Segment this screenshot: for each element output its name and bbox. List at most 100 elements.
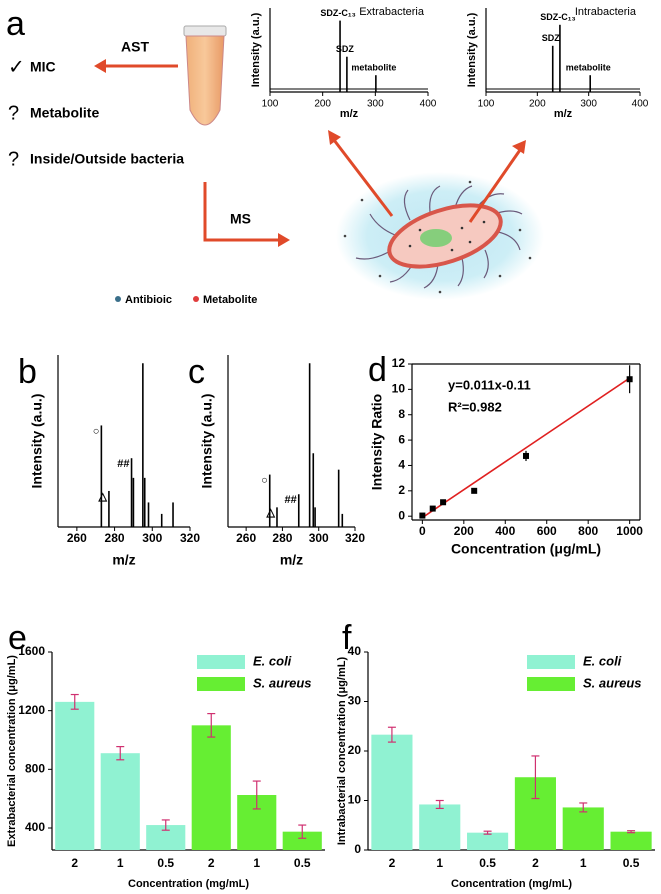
point	[523, 452, 529, 459]
y-tick-label: 400	[25, 820, 45, 834]
peak-label: △	[97, 491, 107, 503]
chart-title: Intrabacteria	[575, 6, 637, 18]
peak-label: SDZ-C₁₃	[540, 12, 575, 22]
x-tick-label: 600	[537, 524, 557, 538]
point	[429, 505, 436, 512]
point	[471, 487, 478, 494]
check-mark: ✓	[8, 56, 25, 78]
x-axis-label: m/z	[280, 552, 303, 568]
y-axis-label: Intensity (a.u.)	[466, 12, 478, 87]
panel-label: e	[8, 619, 27, 657]
x-tick-label: 400	[632, 99, 649, 110]
y-axis-label: Intensity (a.u.)	[199, 394, 215, 489]
x-tick-label: 0.5	[157, 856, 174, 870]
x-tick-label: 260	[67, 531, 87, 545]
fit-line	[421, 377, 631, 519]
bar	[282, 831, 322, 850]
chart-title: Extrabacteria	[359, 6, 425, 18]
legend-dot	[115, 296, 121, 302]
x-tick-label: 400	[420, 99, 437, 110]
x-tick-label: 280	[105, 531, 125, 545]
x-axis-label: Concentration (mg/mL)	[128, 878, 249, 890]
tube	[183, 25, 227, 126]
x-tick-label: 2	[389, 856, 396, 870]
x-tick-label: 300	[309, 531, 329, 545]
question-mark: ?	[8, 102, 19, 124]
y-tick-label: 12	[392, 356, 406, 370]
bar	[371, 734, 413, 850]
peak-label: SDZ-C₁₃	[320, 8, 355, 18]
x-tick-label: 100	[262, 99, 279, 110]
point	[440, 499, 447, 506]
bar	[100, 753, 140, 850]
peak-label: SDZ	[542, 33, 561, 43]
panel-label: d	[368, 351, 387, 389]
y-tick-label: 8	[398, 407, 405, 421]
panel-label: a	[6, 5, 25, 43]
y-tick-label: 2	[398, 483, 405, 497]
y-tick-label: 4	[398, 458, 405, 472]
ms-arrow	[203, 182, 290, 247]
equation: y=0.011x-0.11	[448, 377, 531, 392]
r-squared: R²=0.982	[448, 399, 502, 414]
y-tick-label: 0	[398, 508, 405, 522]
x-tick-label: 300	[142, 531, 162, 545]
x-tick-label: 1	[436, 856, 443, 870]
y-tick-label: 30	[348, 694, 362, 708]
bar	[467, 832, 509, 850]
x-tick-label: 400	[495, 524, 515, 538]
y-axis-label: Extrabacterial concentration (μg/mL)	[6, 655, 18, 847]
x-tick-label: 280	[272, 531, 292, 545]
question-mark: ?	[8, 148, 19, 170]
x-tick-label: 300	[367, 99, 384, 110]
x-tick-label: 0.5	[623, 856, 640, 870]
panel-label: f	[342, 619, 352, 657]
peak-label: SDZ	[336, 44, 355, 54]
x-tick-label: 200	[529, 99, 546, 110]
peak-label: ##	[285, 494, 297, 506]
legend-swatch	[527, 677, 575, 691]
x-tick-label: 100	[478, 99, 495, 110]
x-axis-label: Concentration (μg/mL)	[451, 541, 601, 557]
legend-dot	[193, 296, 199, 302]
y-tick-label: 0	[354, 842, 361, 856]
bar	[55, 701, 95, 850]
y-tick-label: 20	[348, 743, 362, 757]
peak-label: ○	[93, 425, 100, 437]
point	[419, 512, 426, 519]
x-tick-label: 2	[208, 856, 215, 870]
x-tick-label: 300	[580, 99, 597, 110]
y-tick-label: 1600	[18, 644, 45, 658]
x-axis-label: m/z	[112, 552, 135, 568]
metabolite-label: Metabolite	[30, 105, 99, 121]
x-tick-label: 260	[236, 531, 256, 545]
x-tick-label: 320	[345, 531, 365, 545]
bacterium	[336, 172, 544, 300]
x-axis-label: m/z	[554, 108, 573, 120]
x-tick-label: 2	[71, 856, 78, 870]
y-tick-label: 800	[25, 762, 45, 776]
x-tick-label: 1	[580, 856, 587, 870]
legend-label: S. aureus	[583, 675, 642, 690]
bar	[191, 725, 231, 850]
peak-label: metabolite	[351, 63, 396, 73]
bar	[610, 831, 652, 850]
y-axis-label: Intensity Ratio	[369, 394, 385, 490]
x-tick-label: 0.5	[294, 856, 311, 870]
legend-swatch	[197, 677, 245, 691]
peak-label: ##	[117, 458, 129, 470]
peak-label: ○	[261, 474, 268, 486]
x-tick-label: 2	[532, 856, 539, 870]
x-tick-label: 800	[578, 524, 598, 538]
bar	[562, 807, 604, 850]
x-tick-label: 200	[314, 99, 331, 110]
arrow	[468, 140, 526, 223]
x-tick-label: 0	[419, 524, 426, 538]
y-tick-label: 10	[392, 382, 406, 396]
y-tick-label: 1200	[18, 703, 45, 717]
x-tick-label: 1	[253, 856, 260, 870]
panel-label: b	[18, 353, 37, 391]
legend-label: Antibioic	[125, 294, 172, 306]
y-tick-label: 6	[398, 432, 405, 446]
